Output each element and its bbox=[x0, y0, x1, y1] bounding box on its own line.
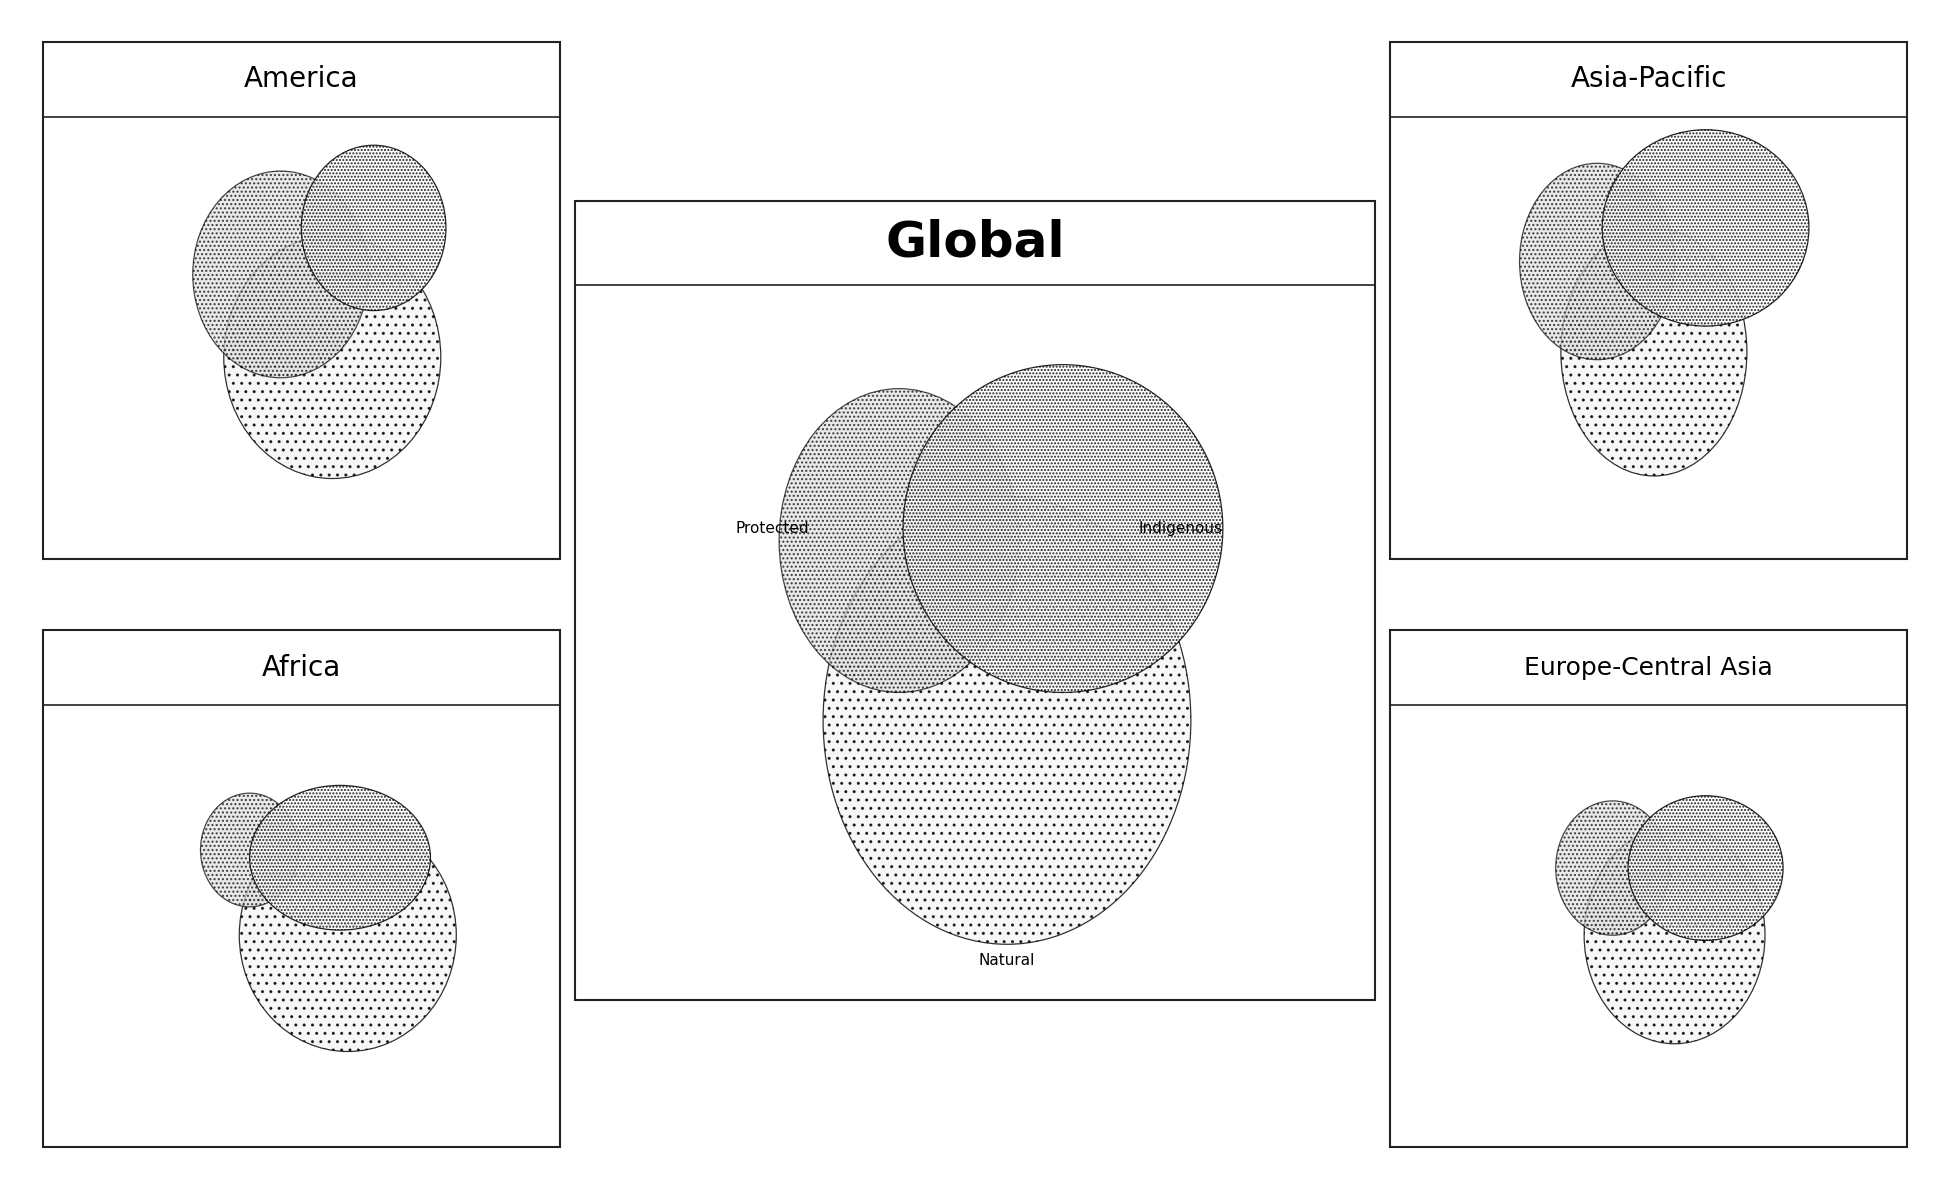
Ellipse shape bbox=[302, 145, 447, 311]
Bar bbox=[1390, 42, 1907, 558]
Text: Africa: Africa bbox=[261, 653, 341, 682]
Ellipse shape bbox=[224, 235, 441, 478]
Text: Indigenous: Indigenous bbox=[1139, 521, 1223, 536]
Ellipse shape bbox=[823, 496, 1191, 944]
Text: Natural: Natural bbox=[979, 952, 1035, 968]
Bar bbox=[43, 631, 560, 1147]
Text: Protected: Protected bbox=[735, 521, 809, 536]
Ellipse shape bbox=[193, 171, 369, 378]
Ellipse shape bbox=[780, 389, 1020, 693]
Ellipse shape bbox=[1603, 130, 1810, 327]
Ellipse shape bbox=[1519, 163, 1675, 359]
Bar bbox=[43, 42, 560, 558]
Text: America: America bbox=[244, 65, 359, 94]
Bar bbox=[1390, 631, 1907, 1147]
Text: Asia-Pacific: Asia-Pacific bbox=[1570, 65, 1728, 94]
Ellipse shape bbox=[1628, 796, 1782, 940]
Ellipse shape bbox=[240, 819, 456, 1052]
Ellipse shape bbox=[250, 785, 431, 930]
Ellipse shape bbox=[1560, 228, 1747, 476]
Ellipse shape bbox=[903, 365, 1223, 693]
Text: Global: Global bbox=[885, 219, 1065, 267]
Bar bbox=[575, 201, 1375, 1000]
Ellipse shape bbox=[1583, 826, 1765, 1044]
Ellipse shape bbox=[1556, 801, 1669, 936]
Text: Europe-Central Asia: Europe-Central Asia bbox=[1525, 656, 1773, 680]
Ellipse shape bbox=[201, 793, 298, 907]
